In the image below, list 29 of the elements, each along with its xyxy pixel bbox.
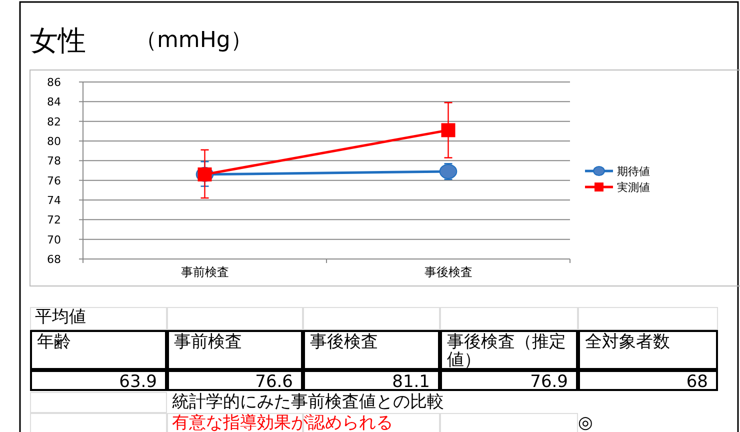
text: 68 (578, 370, 718, 392)
text: 年齢 (30, 330, 167, 370)
y-tick-label: 76 (47, 174, 61, 188)
text: 81.1 (303, 370, 440, 392)
text: 63.9 (30, 370, 167, 392)
y-tick-label: 72 (47, 214, 61, 227)
y-tick-label: 70 (47, 233, 61, 246)
y-tick-label: 84 (47, 96, 61, 109)
text: 事後検査（推定値） (440, 330, 578, 370)
text: 有意な指導効果が認められる (171, 413, 394, 432)
y-tick-label: 68 (47, 253, 61, 266)
chart-subtitle: （mmHg） (135, 28, 252, 53)
text: 事前検査 (167, 330, 303, 370)
point (439, 164, 458, 179)
legend-label: 実測値 (617, 181, 650, 194)
point (441, 123, 456, 138)
text: 統計学的にみた事前検査値との比較 (167, 392, 718, 413)
y-tick-label: 80 (47, 135, 61, 148)
text: 全対象者数 (578, 330, 718, 370)
chart-title: 女性 (30, 24, 86, 57)
text: 76.6 (167, 370, 303, 392)
y-tick-label: 86 (47, 76, 61, 89)
y-tick-label: 78 (47, 154, 61, 168)
y-tick-label: 74 (47, 194, 61, 207)
legend-label: 期待値 (617, 165, 650, 178)
y-tick-label: 82 (47, 115, 61, 128)
text: 事後検査 (303, 330, 440, 370)
text: 76.9 (440, 370, 578, 392)
text: ◎ (578, 413, 718, 432)
